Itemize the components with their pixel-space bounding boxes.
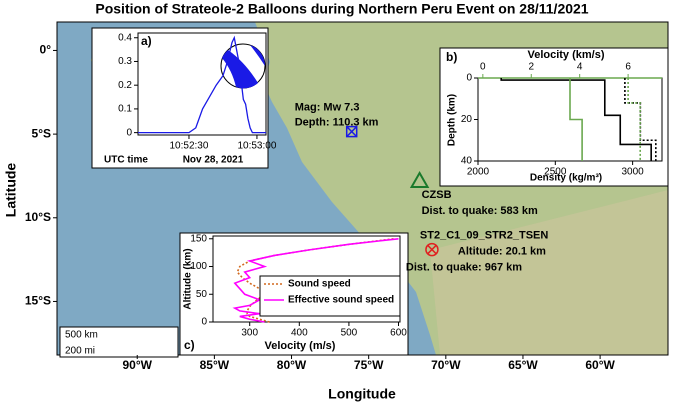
scale-label: 500 km: [65, 330, 98, 341]
inset-b: [439, 47, 669, 187]
tick-label: 0.2: [118, 80, 132, 91]
tick-label: 600: [390, 328, 407, 339]
data-line: [624, 78, 657, 161]
legend-label: Sound speed: [288, 279, 351, 290]
tick-label: 40: [461, 156, 473, 167]
x2-axis-label: Velocity (km/s): [527, 49, 604, 61]
balloon-label: ST2_C1_09_STR2_TSEN: [420, 229, 548, 241]
tick-label: 10:52:30: [170, 141, 209, 152]
panel-label: b): [446, 50, 457, 64]
station-marker: [409, 170, 430, 188]
tick-label: 10:53:00: [237, 141, 276, 152]
legend-box: [259, 275, 401, 317]
tick-label: 150: [190, 233, 207, 244]
x-axis-label: UTC time: [104, 155, 148, 166]
tick-label: 0.3: [118, 56, 132, 67]
quake-label: Depth: 110.3 km: [295, 117, 379, 129]
tick-label: 300: [241, 328, 258, 339]
balloon-marker: [425, 242, 439, 257]
tick-label: 80°W: [277, 358, 307, 372]
data-line: [569, 78, 583, 161]
highlands: [430, 190, 668, 355]
tick-label: 0.4: [118, 32, 132, 43]
tick-label: 500: [341, 328, 358, 339]
tick-label: 2000: [467, 167, 490, 178]
date-label: Nov 28, 2021: [183, 155, 244, 166]
balloon-label: Altitude: 20.1 km: [458, 245, 546, 257]
scale-label: 200 mi: [65, 346, 95, 357]
data-line: [500, 78, 652, 161]
tick-label: 6: [625, 62, 631, 73]
tick-label: 20: [461, 114, 473, 125]
panel-label: c): [184, 338, 195, 352]
quake-label: Mag: Mw 7.3: [295, 102, 360, 114]
x-axis-label: Longitude: [328, 386, 396, 402]
tick-label: 90°W: [122, 358, 152, 372]
data-line: [138, 35, 266, 134]
y-axis-label: Latitude: [3, 163, 19, 218]
tick-label: 0: [466, 73, 472, 84]
station-label: Dist. to quake: 583 km: [422, 205, 538, 217]
title: Position of Strateole-2 Balloons during …: [95, 1, 588, 17]
tick-label: 4: [577, 62, 583, 73]
tick-label: 0.1: [118, 104, 132, 115]
tick-label: 85°W: [200, 358, 230, 372]
quake-marker: [345, 125, 358, 138]
tick-label: 10°S: [25, 210, 51, 224]
beachball-fill: [250, 45, 266, 66]
data-line: [627, 78, 642, 161]
station-label: CZSB: [422, 189, 452, 201]
tick-label: 100: [190, 261, 207, 272]
tick-label: 15°S: [25, 294, 51, 308]
tick-label: 0: [201, 317, 207, 328]
legend-label: Effective sound speed: [288, 295, 394, 306]
tick-label: 5°S: [32, 126, 51, 140]
panel-label: a): [141, 34, 152, 48]
x-axis-label: Velocity (m/s): [265, 340, 336, 352]
balloon-label: Dist. to quake: 967 km: [406, 261, 522, 273]
tick-label: 50: [196, 289, 208, 300]
tick-label: 60°W: [585, 358, 615, 372]
tick-label: 3000: [621, 167, 644, 178]
tick-label: 400: [291, 328, 308, 339]
tick-label: 0: [126, 127, 132, 138]
y-axis-label: Depth (km): [447, 94, 458, 146]
tick-label: 0°: [40, 43, 52, 57]
scale-box: [59, 326, 179, 358]
plot-frame: [137, 32, 267, 136]
tick-label: 2: [528, 62, 534, 73]
x-axis-label: Density (kg/m³): [530, 173, 602, 184]
quake-cross: [346, 126, 358, 138]
tick-label: 70°W: [431, 358, 461, 372]
balloon-cross: [427, 245, 437, 255]
tick-label: 2500: [544, 167, 567, 178]
tick-label: 75°W: [354, 358, 384, 372]
y-axis-label: Altitude (km): [183, 248, 194, 309]
tick-label: 0: [480, 62, 486, 73]
tick-label: 65°W: [508, 358, 538, 372]
